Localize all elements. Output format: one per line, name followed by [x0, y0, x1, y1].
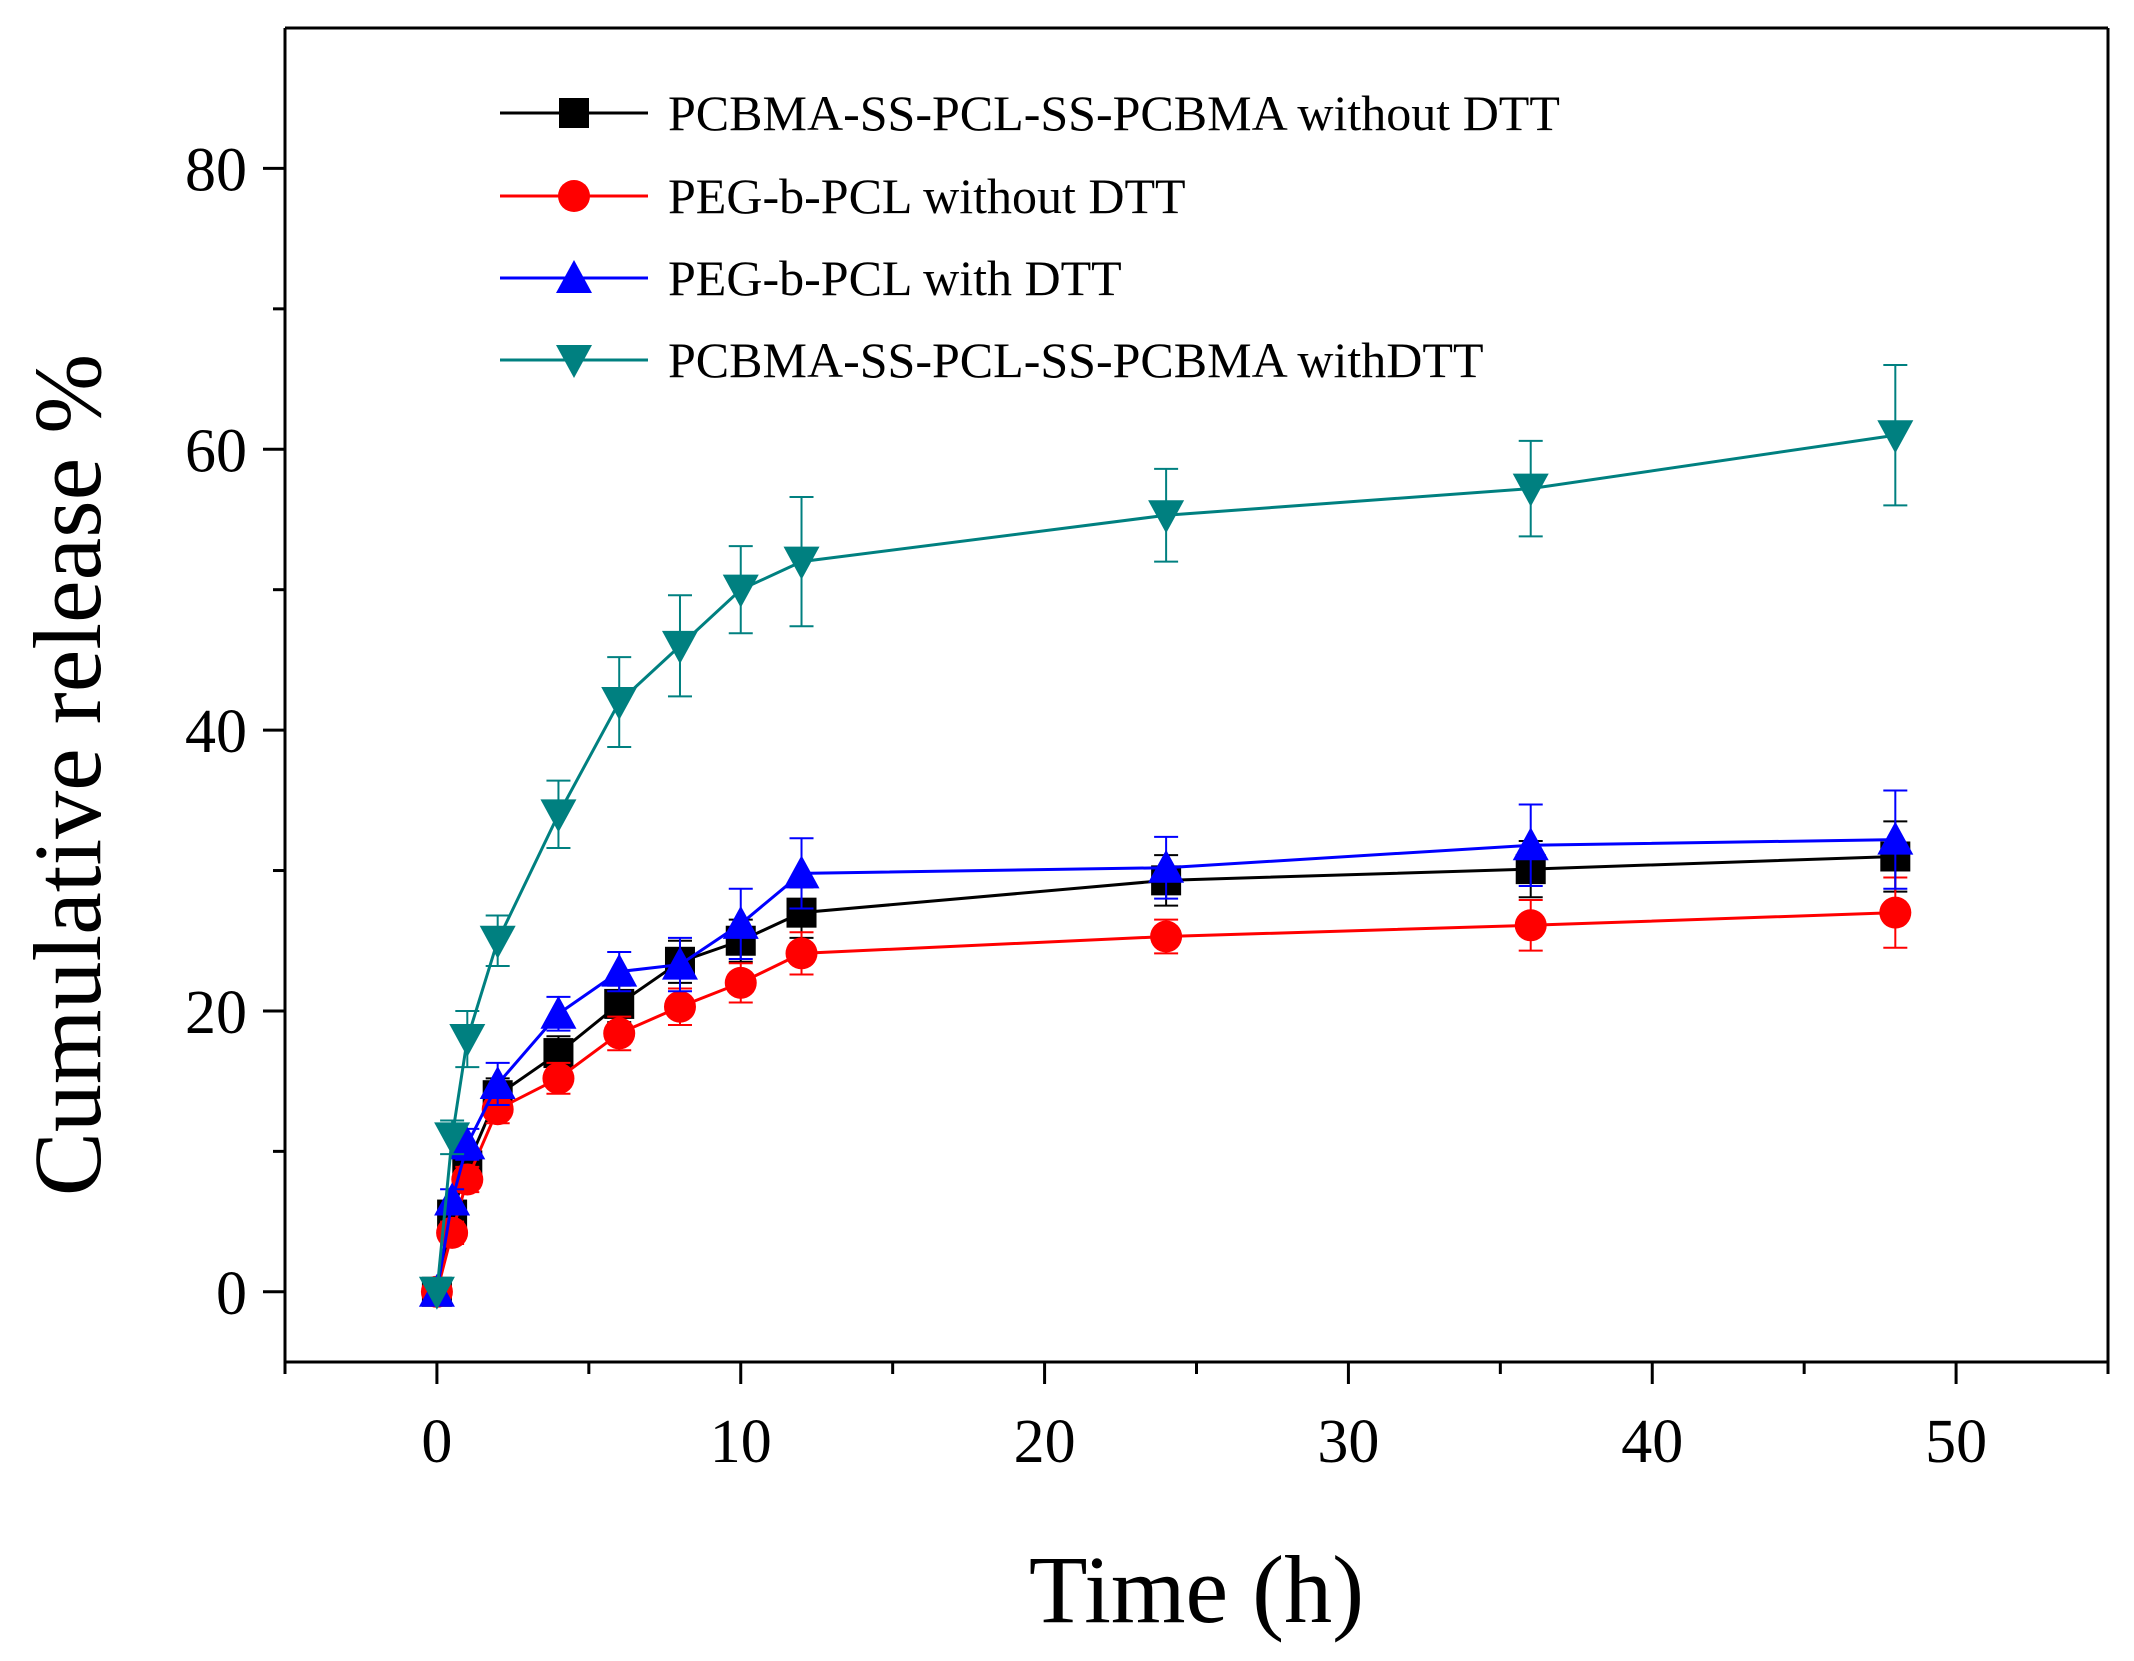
legend-label: PCBMA-SS-PCL-SS-PCBMA withDTT [668, 332, 1484, 388]
data-point [1877, 821, 1914, 855]
series-line [435, 433, 1896, 1292]
legend-marker [556, 345, 592, 378]
y-axis-title: Cumulative release % [14, 354, 121, 1196]
legend-item: PCBMA-SS-PCL-SS-PCBMA withDTT [500, 332, 1484, 388]
legend-label: PEG-b-PCL with DTT [668, 250, 1122, 306]
y-tick-label: 0 [216, 1260, 247, 1328]
data-point [604, 988, 635, 1019]
data-point [663, 990, 696, 1023]
tick-labels: 0 10 20 30 40 50 0 20 40 60 80 [185, 136, 1987, 1476]
legend-marker [559, 98, 589, 128]
data-point [479, 925, 516, 959]
legend-item: PCBMA-SS-PCL-SS-PCBMA without DTT [500, 85, 1560, 141]
data-point [1148, 500, 1185, 534]
y-tick-label: 60 [185, 417, 247, 485]
x-tick-label: 10 [710, 1408, 772, 1476]
data-point [785, 937, 818, 970]
data-point [724, 966, 757, 999]
data-point [540, 995, 577, 1029]
series-1 [420, 876, 1912, 1308]
x-axis-title: Time (h) [1029, 1536, 1364, 1643]
data-point [661, 630, 698, 664]
data-point [722, 905, 759, 939]
data-point [1877, 420, 1914, 454]
data-point [1148, 849, 1185, 883]
data-point [418, 1276, 455, 1310]
legend: PCBMA-SS-PCL-SS-PCBMA without DTT PEG-b-P… [500, 85, 1560, 388]
legend-marker [558, 180, 590, 212]
y-tick-label: 40 [185, 698, 247, 766]
x-tick-label: 40 [1621, 1408, 1683, 1476]
data-point [1514, 909, 1547, 942]
legend-item: PEG-b-PCL without DTT [500, 168, 1186, 224]
x-tick-label: 20 [1014, 1408, 1076, 1476]
y-tick-label: 80 [185, 136, 247, 204]
legend-marker [556, 260, 592, 293]
data-point [542, 1062, 575, 1095]
series-line [435, 838, 1896, 1293]
data-point [1150, 920, 1183, 953]
series-3 [418, 364, 1914, 1310]
axes-frame [283, 26, 2110, 1364]
data-point [434, 1182, 471, 1216]
data-point [783, 546, 820, 580]
data-point [540, 799, 577, 833]
data-point [601, 953, 638, 987]
data-point [603, 1017, 636, 1050]
series-line [435, 911, 1896, 1293]
x-tick-label: 0 [421, 1408, 452, 1476]
legend-label: PEG-b-PCL without DTT [668, 168, 1186, 224]
legend-item: PEG-b-PCL with DTT [500, 250, 1122, 306]
x-tick-label: 30 [1317, 1408, 1379, 1476]
y-tick-label: 20 [185, 979, 247, 1047]
series-layer [418, 364, 1914, 1310]
data-point [601, 687, 638, 721]
ticks [263, 166, 2110, 1384]
data-point [449, 1126, 486, 1160]
data-point [434, 1122, 471, 1156]
data-point [661, 946, 698, 980]
data-point [1512, 473, 1549, 507]
series-2 [418, 789, 1914, 1307]
data-point [783, 855, 820, 889]
legend-label: PCBMA-SS-PCL-SS-PCBMA without DTT [668, 85, 1560, 141]
x-tick-label: 50 [1925, 1408, 1987, 1476]
data-point [1879, 896, 1912, 929]
data-point [479, 1065, 516, 1099]
data-point [722, 574, 759, 608]
data-point [1512, 827, 1549, 861]
data-point [449, 1024, 486, 1058]
